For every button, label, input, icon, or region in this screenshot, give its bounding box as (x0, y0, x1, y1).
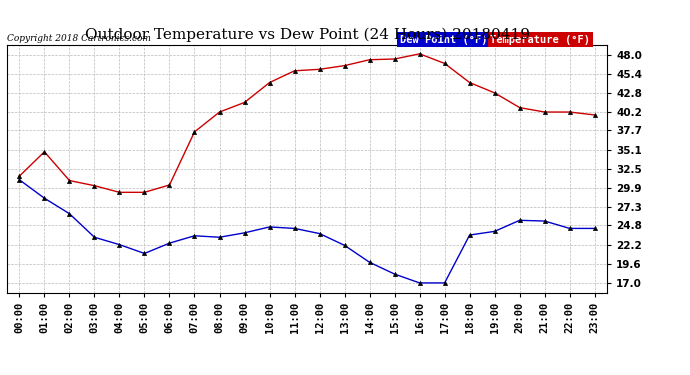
Text: Dew Point (°F): Dew Point (°F) (400, 35, 488, 45)
Text: Temperature (°F): Temperature (°F) (490, 35, 590, 45)
Title: Outdoor Temperature vs Dew Point (24 Hours) 20180419: Outdoor Temperature vs Dew Point (24 Hou… (85, 28, 529, 42)
Text: Copyright 2018 Cartronics.com: Copyright 2018 Cartronics.com (7, 33, 151, 42)
